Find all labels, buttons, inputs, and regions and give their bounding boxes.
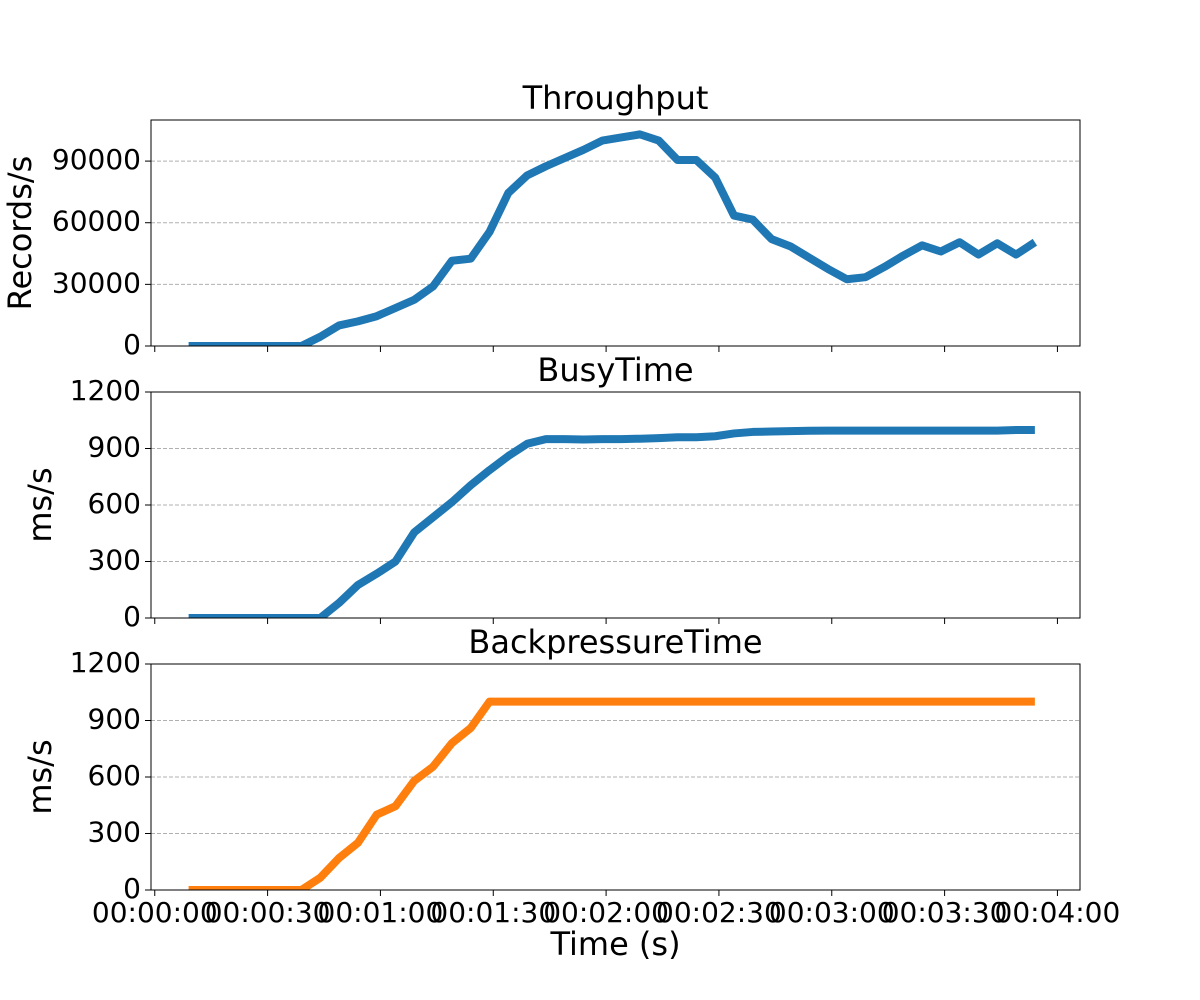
y-axis-label: Records/s bbox=[1, 156, 39, 311]
y-tick-label: 1200 bbox=[70, 374, 141, 407]
x-tick-label: 00:02:30 bbox=[656, 896, 782, 929]
y-tick-label: 600 bbox=[88, 487, 141, 520]
series-line bbox=[188, 426, 1035, 618]
y-tick-label: 0 bbox=[123, 872, 141, 905]
x-tick-label: 00:00:30 bbox=[205, 896, 331, 929]
x-tick-label: 00:03:30 bbox=[882, 896, 1008, 929]
chart-title: Throughput bbox=[522, 79, 709, 117]
y-tick-label: 900 bbox=[88, 703, 141, 736]
y-axis-label: ms/s bbox=[21, 739, 59, 814]
x-tick-label: 00:02:00 bbox=[543, 896, 669, 929]
x-tick-label: 00:03:00 bbox=[769, 896, 895, 929]
y-axis-label: ms/s bbox=[21, 467, 59, 542]
chart-title: BackpressureTime bbox=[468, 623, 762, 661]
x-tick-label: 00:01:00 bbox=[318, 896, 444, 929]
x-tick-label: 00:01:30 bbox=[430, 896, 556, 929]
series-line bbox=[188, 130, 1038, 346]
x-axis-label: Time (s) bbox=[549, 925, 680, 963]
y-tick-label: 1200 bbox=[70, 646, 141, 679]
y-tick-label: 0 bbox=[123, 600, 141, 633]
x-tick-label: 00:00:00 bbox=[92, 896, 218, 929]
axes-frame bbox=[150, 663, 1081, 891]
y-tick-label: 900 bbox=[88, 431, 141, 464]
axes-frame bbox=[150, 391, 1081, 619]
chart-title: BusyTime bbox=[537, 351, 693, 389]
y-tick-label: 0 bbox=[123, 328, 141, 361]
y-tick-label: 90000 bbox=[52, 143, 141, 176]
axes-frame bbox=[150, 119, 1081, 347]
y-tick-label: 600 bbox=[88, 759, 141, 792]
y-tick-label: 60000 bbox=[52, 205, 141, 238]
y-tick-label: 300 bbox=[88, 816, 141, 849]
y-tick-label: 300 bbox=[88, 544, 141, 577]
series-line bbox=[188, 697, 1035, 890]
x-tick-label: 00:04:00 bbox=[995, 896, 1121, 929]
y-tick-label: 30000 bbox=[52, 266, 141, 299]
